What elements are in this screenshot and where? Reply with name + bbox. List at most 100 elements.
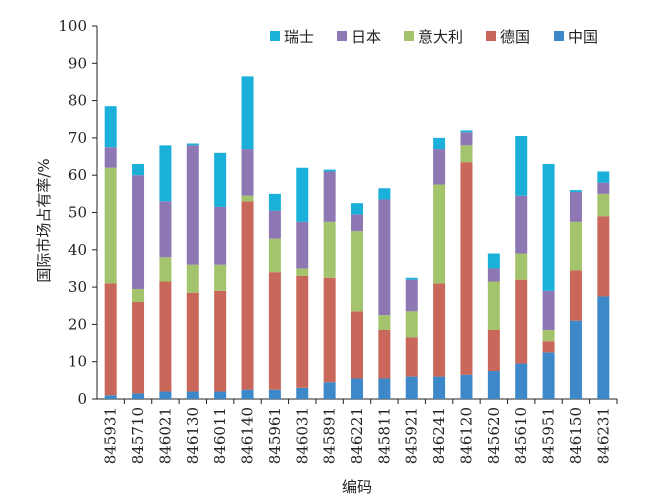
bar-segment-846021-意大利	[159, 257, 172, 282]
bar-segment-845891-日本	[323, 171, 336, 222]
legend-label-瑞士: 瑞士	[284, 28, 314, 46]
y-tick-label: 70	[68, 129, 87, 147]
bar-segment-845891-意大利	[323, 221, 336, 278]
bar-segment-845710-日本	[132, 175, 145, 289]
bar-segment-846011-中国	[214, 391, 227, 399]
tick-labels-group: 0 10 20 30 40 50 60 70 80 90 100 845931 845710 846021…	[58, 17, 612, 464]
bar-segment-846221-瑞士	[351, 203, 363, 215]
x-tick-label: 845710	[129, 407, 147, 464]
bar-segment-846031-中国	[296, 387, 309, 399]
y-tick-label: 20	[68, 315, 87, 333]
bar-segment-845931-中国	[104, 395, 117, 399]
bar-segment-846241-意大利	[433, 184, 446, 284]
bar-segment-845610-意大利	[515, 253, 528, 280]
y-axis-title: 国际市场占有率/%	[35, 158, 53, 282]
bar-segment-846031-瑞士	[296, 167, 309, 222]
legend-label-中国: 中国	[568, 28, 598, 46]
bar-segment-845931-瑞士	[104, 106, 117, 148]
bar-segment-846231-意大利	[597, 193, 610, 217]
bar-segment-846130-瑞士	[186, 143, 199, 146]
x-tick-label: 846241	[430, 407, 448, 464]
bar-segment-846140-瑞士	[241, 76, 254, 150]
bar-segment-845620-德国	[487, 329, 500, 372]
x-tick-label: 846011	[211, 407, 229, 464]
bar-segment-846140-中国	[241, 389, 254, 399]
legend-swatch-德国	[486, 31, 496, 41]
bar-segment-845921-瑞士	[405, 277, 418, 280]
bar-segment-846241-德国	[433, 283, 446, 377]
bar-segment-846120-德国	[460, 162, 473, 375]
bar-segment-846120-中国	[460, 374, 473, 399]
bar-segment-846241-日本	[433, 149, 446, 185]
x-tick-label: 846150	[567, 407, 585, 464]
y-tick-label: 100	[58, 17, 87, 35]
x-tick-label: 845620	[485, 407, 503, 464]
legend-label-日本: 日本	[351, 28, 381, 46]
legend-label-德国: 德国	[500, 28, 530, 46]
y-tick-label: 30	[68, 278, 87, 296]
bar-segment-845931-意大利	[104, 167, 117, 284]
bar-segment-845921-日本	[405, 279, 418, 312]
bar-segment-846140-德国	[241, 201, 254, 390]
legend-label-意大利: 意大利	[418, 28, 463, 46]
y-tick-label: 40	[68, 241, 87, 259]
bar-segment-846021-德国	[159, 281, 172, 392]
bar-segment-845710-德国	[132, 302, 145, 394]
bar-segment-846140-意大利	[241, 195, 254, 202]
bar-segment-846241-瑞士	[433, 137, 446, 150]
bar-segment-845951-德国	[542, 341, 555, 353]
bar-segment-845891-德国	[323, 277, 336, 383]
axes-group	[92, 25, 618, 404]
bar-segment-846150-意大利	[569, 221, 582, 271]
bar-segment-846241-中国	[433, 376, 446, 399]
x-tick-label: 845961	[266, 407, 284, 464]
x-tick-label: 845610	[512, 407, 530, 464]
bar-segment-846231-瑞士	[597, 171, 610, 183]
bar-segment-846150-瑞士	[569, 190, 582, 192]
bar-segment-846021-日本	[159, 201, 172, 258]
bar-segment-845891-瑞士	[323, 169, 336, 172]
x-tick-label: 845891	[321, 407, 339, 464]
x-tick-label: 846021	[156, 407, 174, 464]
bar-segment-846031-日本	[296, 221, 309, 269]
bar-segment-846221-德国	[351, 311, 363, 379]
bar-segment-846130-日本	[186, 145, 199, 265]
bar-segment-846221-日本	[351, 214, 363, 232]
bar-segment-845610-日本	[515, 195, 528, 254]
bar-segment-845961-瑞士	[268, 193, 281, 211]
bar-segment-845951-日本	[542, 290, 555, 330]
bar-segment-845811-意大利	[378, 315, 391, 330]
bar-segment-846120-意大利	[460, 145, 473, 163]
x-tick-label: 845811	[375, 407, 393, 464]
legend-swatch-日本	[337, 31, 347, 41]
x-tick-label: 845921	[403, 407, 421, 464]
y-tick-label: 80	[68, 92, 87, 110]
x-tick-label: 846120	[457, 407, 475, 464]
bar-segment-845891-中国	[323, 382, 336, 399]
bar-segment-845921-中国	[405, 376, 418, 399]
bar-segment-845610-中国	[515, 363, 528, 399]
x-tick-label: 846130	[184, 407, 202, 464]
x-tick-label: 846221	[348, 407, 366, 464]
bar-segment-846140-日本	[241, 149, 254, 196]
bar-segment-846231-日本	[597, 182, 610, 194]
bar-segment-846130-德国	[186, 292, 199, 392]
legend-swatch-瑞士	[270, 31, 280, 41]
bar-segment-845811-中国	[378, 378, 391, 399]
bar-segment-845620-中国	[487, 371, 500, 399]
bar-segment-846021-瑞士	[159, 145, 172, 202]
bar-segment-846130-意大利	[186, 264, 199, 293]
bar-segment-845931-德国	[104, 283, 117, 396]
bar-segment-846221-中国	[351, 378, 363, 399]
bar-segment-845620-瑞士	[487, 253, 500, 269]
y-tick-label: 0	[77, 390, 87, 408]
bar-segment-845811-德国	[378, 329, 391, 379]
x-tick-label: 846140	[239, 407, 257, 464]
legend-swatch-中国	[554, 31, 564, 41]
bar-segment-845610-德国	[515, 279, 528, 364]
legend-swatch-意大利	[404, 31, 414, 41]
bar-segment-846031-德国	[296, 275, 309, 388]
bar-segment-845620-日本	[487, 268, 500, 282]
